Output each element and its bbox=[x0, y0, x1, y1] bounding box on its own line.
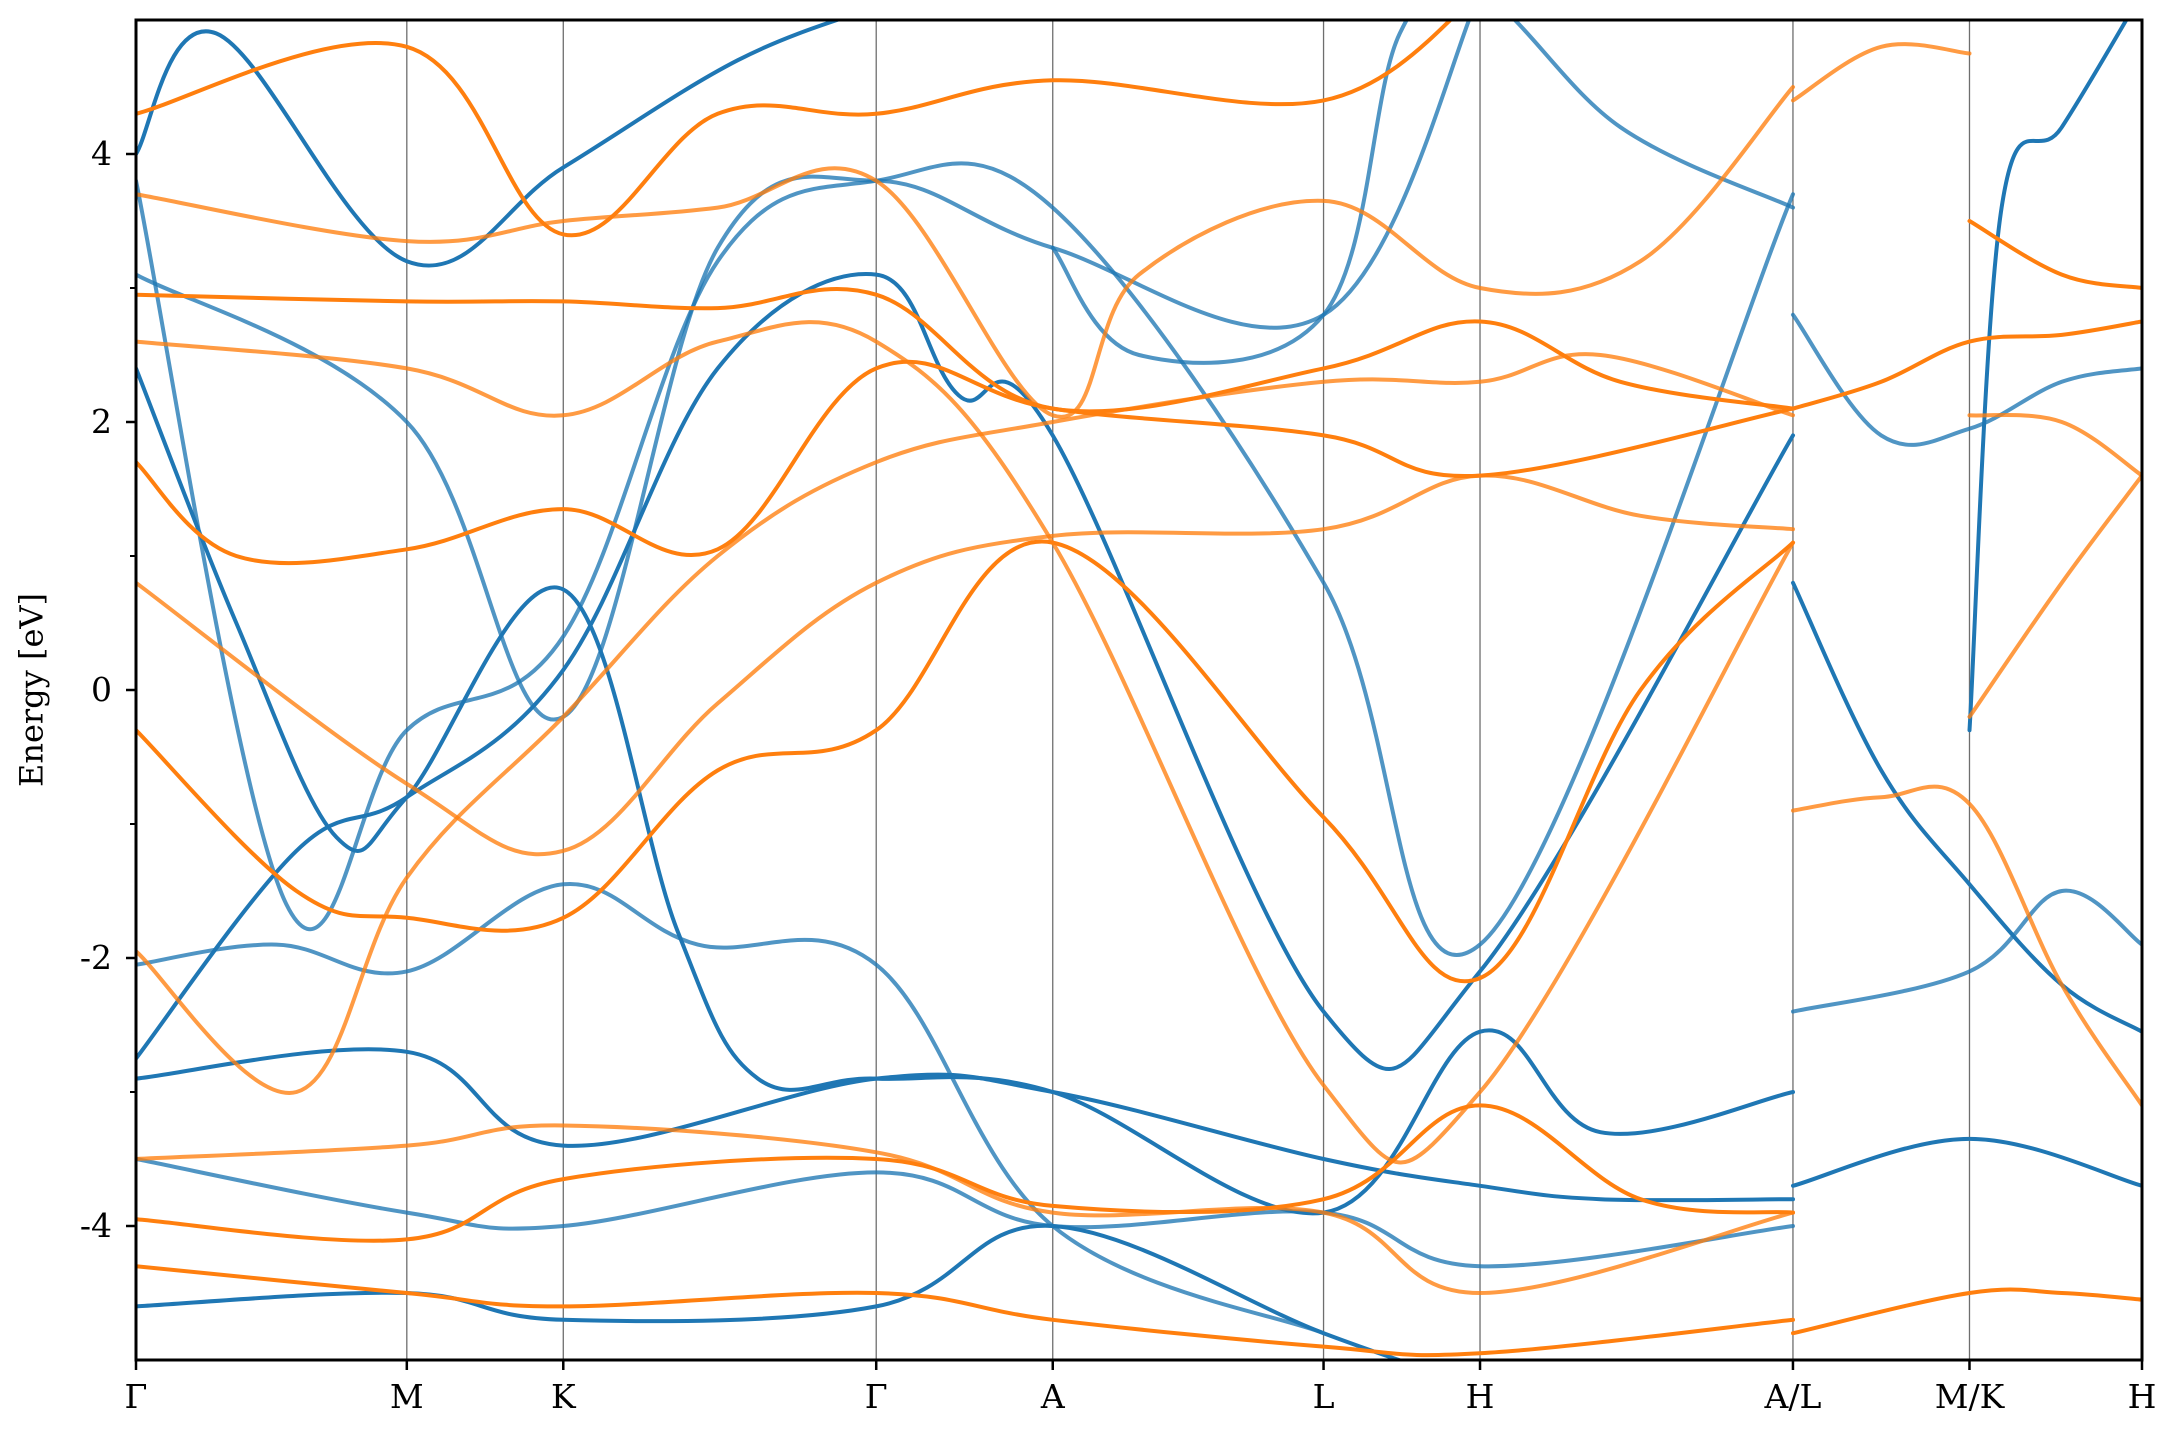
spin-down-band bbox=[136, 320, 1795, 1165]
spin-down-band bbox=[136, 352, 1795, 1095]
spin-up-band bbox=[136, 161, 1795, 957]
x-tick-label: H bbox=[2128, 1377, 2157, 1416]
spin-down-band bbox=[1791, 42, 1972, 103]
x-tick-label: K bbox=[551, 1377, 577, 1416]
spin-down-band bbox=[136, 473, 1795, 857]
x-tick-label: Γ bbox=[865, 1377, 888, 1416]
spin-down-band bbox=[136, 85, 1795, 419]
axis-ticks: Γ M K Γ A L H A/L M/K H -4 -2 0 2 4 bbox=[80, 134, 2157, 1416]
spin-up-band bbox=[136, 882, 1326, 1336]
spin-up-band bbox=[136, 20, 1472, 722]
spin-up-band bbox=[136, 20, 844, 268]
spin-up-band bbox=[136, 1223, 1405, 1360]
spin-down-band bbox=[1967, 413, 2142, 478]
x-tick-label: M/K bbox=[1935, 1377, 2006, 1416]
spin-up-band bbox=[136, 366, 1795, 1216]
spin-up-band bbox=[136, 272, 1795, 1071]
x-tick-label: H bbox=[1466, 1377, 1495, 1416]
spin-down-band bbox=[1967, 219, 2142, 290]
y-tick-label: -2 bbox=[80, 938, 112, 977]
y-tick-label: 4 bbox=[91, 134, 112, 173]
x-tick-label: L bbox=[1313, 1377, 1335, 1416]
spin-up-band bbox=[1050, 20, 1795, 365]
x-tick-label: A/L bbox=[1764, 1377, 1822, 1416]
y-tick-label: -4 bbox=[80, 1206, 112, 1245]
x-tick-label: M bbox=[390, 1377, 424, 1416]
spin-down-band bbox=[136, 1123, 1795, 1295]
spin-down-band bbox=[136, 1264, 1795, 1358]
spin-down-band bbox=[1791, 1287, 2142, 1336]
spin-down-band bbox=[136, 286, 1795, 414]
spin-up-band bbox=[136, 1047, 1795, 1203]
spin-up-band bbox=[1791, 1136, 2142, 1188]
y-tick-label: 2 bbox=[91, 402, 112, 441]
spin-down-band bbox=[1791, 319, 2142, 411]
x-tick-label: Γ bbox=[125, 1377, 148, 1416]
spin-up-band bbox=[1791, 312, 2142, 447]
spin-down-band bbox=[1967, 473, 2142, 719]
spin-up-band bbox=[1791, 888, 2142, 1014]
x-tick-label: A bbox=[1040, 1377, 1066, 1416]
band-lines bbox=[136, 20, 2142, 1360]
high-symmetry-lines bbox=[406, 20, 1971, 1360]
y-tick-label: 0 bbox=[91, 670, 112, 709]
spin-down-band bbox=[136, 359, 1795, 566]
spin-down-band bbox=[1791, 784, 2142, 1108]
spin-up-band bbox=[1791, 580, 2142, 1034]
spin-up-band bbox=[1967, 20, 2129, 733]
spin-down-band bbox=[136, 20, 1454, 238]
spin-up-band bbox=[136, 1157, 1795, 1269]
spin-down-band bbox=[136, 1103, 1795, 1243]
y-axis-label: Energy [eV] bbox=[13, 593, 51, 787]
spin-down-band bbox=[136, 539, 1795, 984]
